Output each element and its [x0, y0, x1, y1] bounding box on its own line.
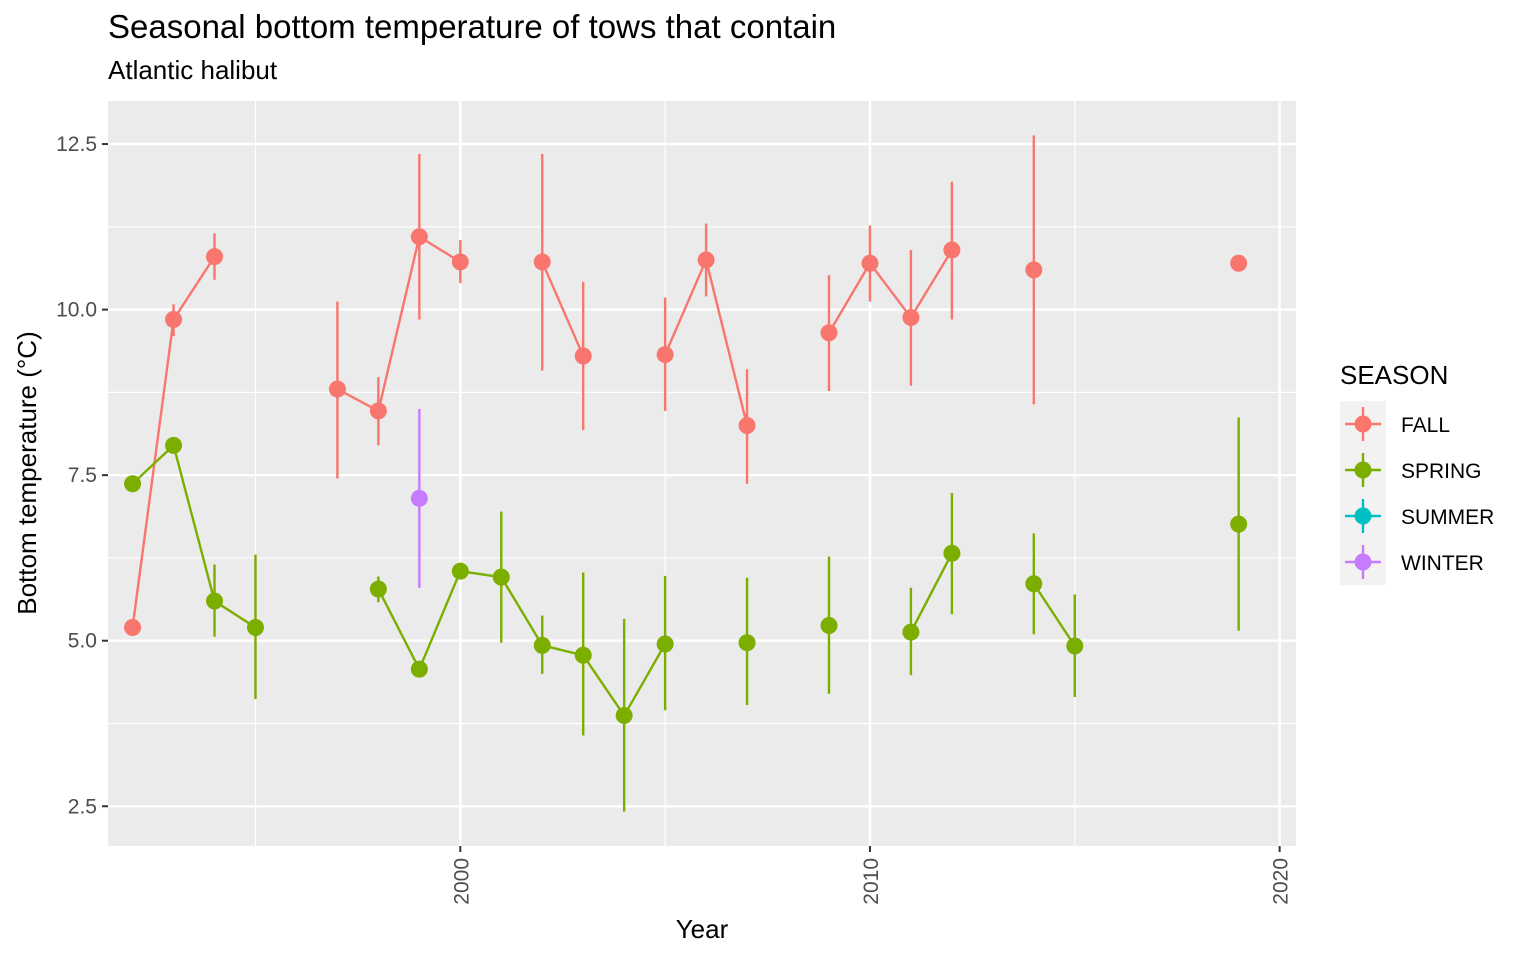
y-tick-label: 10.0	[56, 299, 97, 322]
spring-point	[451, 562, 469, 580]
fall-point	[656, 346, 674, 364]
x-tick-label: 2000	[450, 858, 473, 905]
fall-point	[738, 416, 756, 434]
legend: SEASON FALL SPRING SUMMER WINTER	[1340, 360, 1494, 585]
legend-key-point	[1354, 507, 1372, 525]
legend-label: FALL	[1401, 414, 1450, 437]
chart-title: Seasonal bottom temperature of tows that…	[108, 8, 837, 45]
legend-item-spring: SPRING	[1340, 447, 1482, 493]
legend-label: SPRING	[1401, 460, 1482, 483]
series-fall	[124, 135, 1248, 636]
spring-line	[131, 443, 257, 629]
fall-point	[165, 311, 183, 329]
spring-point	[492, 568, 510, 586]
spring-point	[943, 544, 961, 562]
x-tick-label: 2010	[860, 858, 883, 905]
legend-item-summer: SUMMER	[1340, 493, 1494, 539]
x-axis-title: Year	[676, 914, 729, 944]
spring-point	[615, 707, 633, 725]
y-tick-label: 12.5	[56, 133, 97, 156]
series-spring	[124, 417, 1248, 812]
fall-point	[902, 309, 920, 327]
spring-point	[1066, 637, 1084, 655]
spring-point	[738, 634, 756, 652]
fall-point	[820, 324, 838, 342]
spring-point	[206, 592, 224, 610]
fall-point	[410, 228, 428, 246]
fall-point	[328, 380, 346, 398]
y-tick-label: 2.5	[68, 795, 97, 818]
fall-point	[1230, 254, 1248, 272]
spring-line	[377, 569, 667, 718]
spring-point	[1230, 515, 1248, 533]
spring-point	[165, 436, 183, 454]
fall-point	[697, 251, 715, 269]
spring-point	[410, 660, 428, 678]
fall-line	[541, 261, 585, 357]
series-layer	[124, 135, 1248, 812]
fall-point	[943, 241, 961, 259]
spring-point	[124, 475, 142, 493]
fall-point	[369, 402, 387, 420]
grid-minor	[108, 101, 1296, 846]
fall-line	[336, 234, 461, 413]
fall-point	[451, 253, 469, 271]
spring-point	[656, 635, 674, 653]
fall-point	[533, 253, 551, 271]
fall-point	[861, 254, 879, 272]
spring-point	[574, 646, 592, 664]
x-tick-label: 2020	[1270, 858, 1293, 905]
grid-major	[108, 101, 1296, 846]
fall-point	[1025, 261, 1043, 279]
axes-layer: 2000 2010 2020 2.5 5.0 7.5 10.0 12.5	[56, 133, 1292, 905]
fall-point	[124, 618, 142, 636]
legend-key-point	[1354, 415, 1372, 433]
legend-item-winter: WINTER	[1340, 539, 1484, 585]
legend-key-point	[1354, 553, 1372, 571]
chart-subtitle: Atlantic halibut	[108, 55, 278, 85]
spring-point	[246, 618, 264, 636]
y-tick-label: 7.5	[68, 464, 97, 487]
fall-line	[827, 249, 953, 334]
spring-point	[369, 580, 387, 598]
spring-line	[1032, 583, 1076, 647]
plot-panel	[108, 101, 1296, 846]
spring-point	[820, 616, 838, 634]
spring-point	[533, 636, 551, 654]
spring-line	[909, 552, 953, 633]
fall-point	[574, 347, 592, 365]
legend-label: WINTER	[1401, 552, 1484, 575]
legend-title: SEASON	[1340, 360, 1448, 390]
legend-item-fall: FALL	[1340, 401, 1450, 447]
legend-label: SUMMER	[1401, 506, 1494, 529]
y-axis-title: Bottom temperature (°C)	[12, 331, 42, 615]
spring-point	[902, 623, 920, 641]
series-winter	[410, 408, 428, 588]
y-tick-label: 5.0	[68, 630, 97, 653]
legend-key-point	[1354, 461, 1372, 479]
winter-point	[410, 489, 428, 507]
spring-point	[1025, 575, 1043, 593]
fall-point	[206, 248, 224, 266]
